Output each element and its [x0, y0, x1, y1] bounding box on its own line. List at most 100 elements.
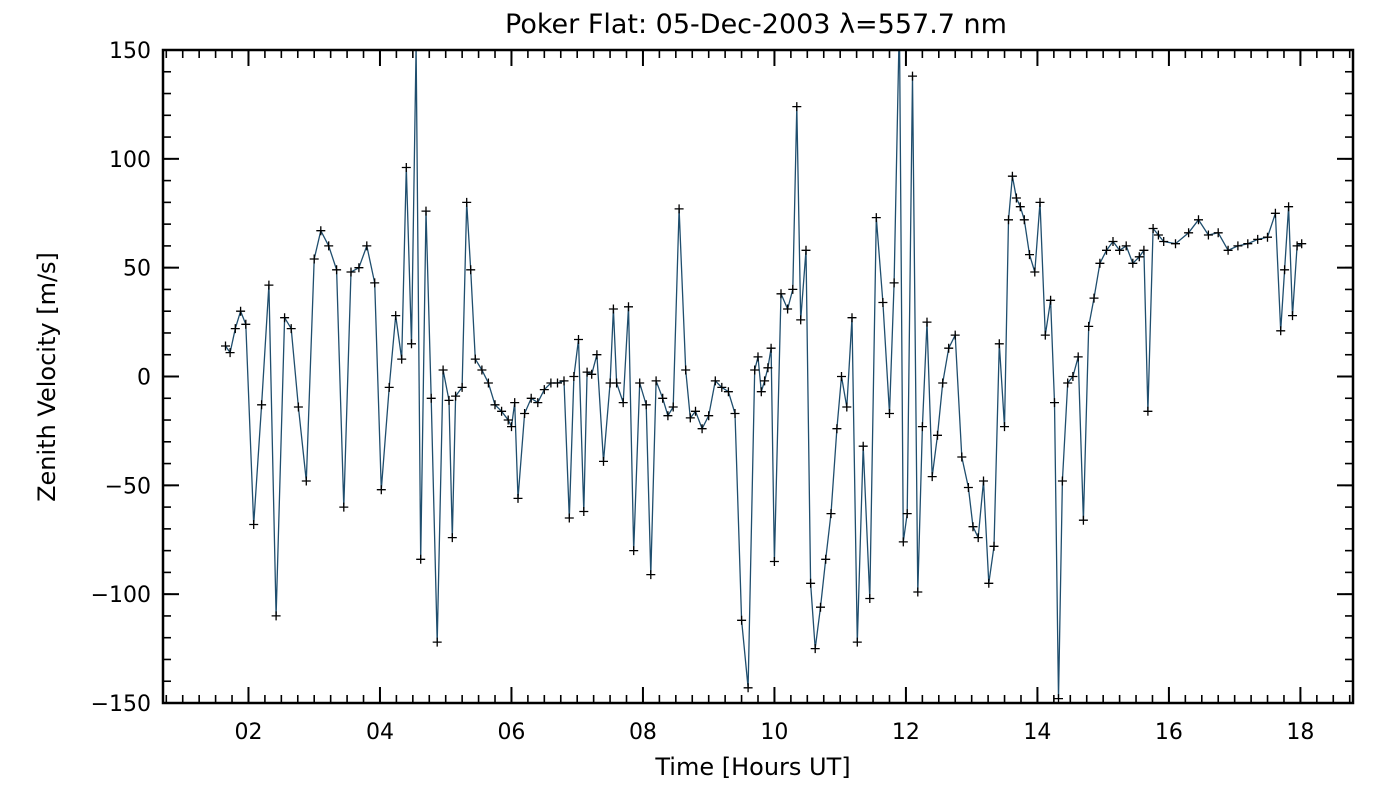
data-point-marker [1004, 215, 1013, 225]
data-point-marker [384, 382, 394, 392]
y-axis-label: Zenith Velocity [m/s] [33, 252, 61, 502]
data-point-marker [1089, 293, 1099, 303]
data-point-marker [438, 365, 448, 375]
data-point-marker [1292, 241, 1302, 251]
data-point-marker [1108, 237, 1118, 246]
y-tick-labels: −150 −100 −50 0 50 100 150 [91, 39, 151, 717]
data-point-marker [483, 378, 493, 388]
data-point-marker [635, 378, 645, 388]
data-point-marker [1184, 228, 1194, 238]
x-tick-label: 04 [366, 720, 394, 745]
data-point-marker [938, 378, 948, 388]
data-point-marker [376, 485, 386, 495]
x-tick-label: 12 [892, 720, 920, 745]
data-point-marker [1115, 245, 1125, 255]
data-point-marker [236, 306, 246, 316]
data-point-marker [1050, 398, 1059, 408]
data-point-marker [769, 557, 779, 566]
chart-title: Poker Flat: 05-Dec-2003 λ=557.7 nm [505, 9, 1007, 40]
data-point-marker [1084, 321, 1094, 331]
data-point-marker [902, 509, 912, 519]
data-point-marker [230, 324, 240, 334]
data-point-marker [984, 578, 994, 588]
data-point-marker [1270, 208, 1280, 218]
data-point-marker [608, 304, 618, 314]
data-point-marker [221, 341, 230, 351]
data-point-marker [1121, 241, 1131, 251]
data-point-marker [280, 313, 290, 323]
data-point-marker [743, 683, 753, 693]
data-point-marker [704, 411, 714, 421]
data-point-marker [1011, 193, 1021, 203]
data-point-marker [339, 502, 349, 512]
data-point-marker [973, 533, 983, 543]
data-point-marker [963, 483, 973, 492]
data-point-marker [1128, 258, 1138, 268]
data-point-marker [579, 507, 589, 516]
data-point-marker [592, 350, 602, 360]
data-point-marker [629, 546, 639, 556]
data-point-marker [507, 422, 516, 432]
data-point-marker [599, 456, 608, 466]
data-point-marker [1297, 239, 1307, 249]
data-point-marker [847, 313, 857, 323]
data-point-marker [796, 315, 806, 325]
data-point-marker [832, 424, 842, 434]
data-point-marker [490, 400, 500, 410]
data-point-marker [837, 372, 846, 381]
data-point-marker [1143, 406, 1153, 416]
axis-ticks [163, 49, 1353, 704]
x-tick-label: 10 [760, 720, 788, 745]
data-point-marker [426, 393, 436, 403]
data-point-marker [559, 376, 569, 386]
x-axis-label: Time [Hours UT] [654, 753, 850, 781]
data-point-marker [1046, 295, 1056, 305]
data-point-marker [553, 378, 562, 388]
data-point-marker [1276, 326, 1286, 336]
data-point-marker [944, 343, 954, 353]
data-point-marker [293, 402, 303, 412]
plot-frame [161, 48, 1355, 705]
data-point-marker [691, 406, 700, 416]
y-tick-label: 100 [109, 148, 151, 173]
data-point-marker [821, 554, 831, 564]
data-point-marker [477, 365, 487, 375]
data-point-marker [783, 304, 793, 314]
data-point-marker [1035, 197, 1045, 207]
data-point-marker [1134, 252, 1144, 262]
data-point-marker [301, 476, 311, 486]
data-point-marker [756, 387, 766, 397]
data-point-marker [766, 343, 776, 353]
data-point-marker [788, 284, 798, 294]
data-point-marker [309, 254, 319, 264]
data-point-marker [241, 319, 251, 329]
data-point-marker [444, 395, 454, 405]
data-point-marker [257, 400, 267, 410]
data-point-marker [1015, 202, 1025, 212]
data-point-marker [432, 637, 442, 647]
series-line [224, 50, 1302, 699]
data-point-marker [950, 330, 960, 340]
data-point-marker [225, 348, 235, 358]
data-point-marker [416, 554, 426, 564]
data-point-marker [421, 206, 431, 216]
data-point-marker [646, 570, 656, 580]
data-point-marker [249, 520, 259, 529]
data-point-marker [852, 637, 862, 647]
data-point-marker [1102, 245, 1111, 255]
data-point-marker [1194, 215, 1203, 225]
data-point-marker [651, 376, 661, 386]
data-point-marker [271, 611, 281, 621]
data-point-marker [1263, 232, 1272, 242]
data-point-marker [898, 537, 908, 547]
data-point-marker [574, 335, 583, 344]
data-markers [221, 50, 1307, 703]
data-point-marker [447, 533, 457, 543]
data-point-marker [1040, 330, 1050, 340]
data-point-marker [520, 409, 530, 418]
data-point-marker [922, 317, 932, 327]
data-point-marker [407, 339, 416, 349]
data-point-marker [810, 644, 820, 654]
data-point-marker [1007, 171, 1017, 181]
